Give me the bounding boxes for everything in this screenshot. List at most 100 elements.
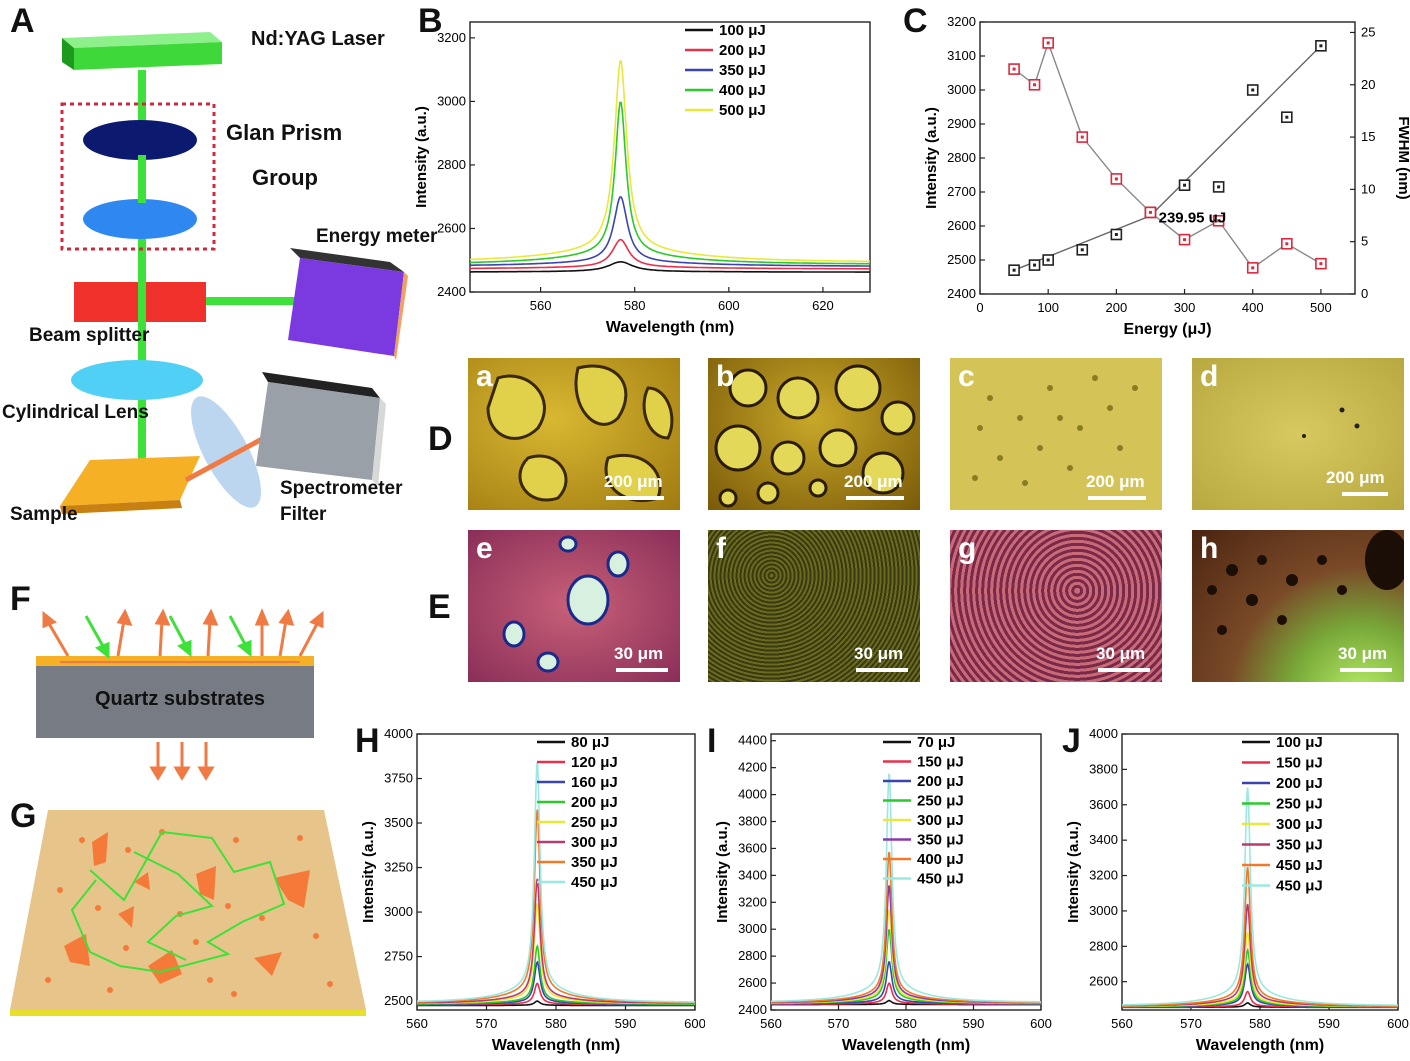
x-tick-label: 560 [1111,1016,1133,1031]
legend-label: 200 μJ [571,794,618,811]
scale-bar-label: 200 μm [844,472,903,491]
x-tick-label: 620 [812,298,834,313]
scale-bar [1098,668,1150,672]
y-tick-label: 2600 [1089,974,1118,989]
legend-label: 80 μJ [571,734,609,751]
scale-bar [1342,492,1388,496]
y-tick-label: 2700 [947,184,976,199]
micrograph-a: a 200 μm [468,358,680,510]
laser-head [62,32,222,70]
spectrum-line [417,761,695,1003]
intensity-point-dot [1319,44,1323,48]
scale-bar [1340,668,1392,672]
fwhm-point-dot [1285,242,1289,246]
scale-bar-label: 30 μm [1338,644,1388,663]
spectrum-line [417,809,695,1004]
scale-bar-label: 200 μm [1326,468,1385,487]
prism-label-2: Group [252,165,318,190]
legend-label: 100 μJ [719,22,766,39]
x-tick-label: 200 [1106,300,1128,315]
x-tick-label: 300 [1174,300,1196,315]
glan-prism-2 [83,199,197,239]
x-tick-label: 580 [624,298,646,313]
legend-label: 120 μJ [571,754,618,771]
y-tick-label: 3800 [738,814,767,829]
y-axis-label: Intensity (a.u.) [1065,821,1082,923]
scale-bar-label: 200 μm [604,472,663,491]
x-axis-label: Wavelength (nm) [842,1037,970,1054]
fwhm-point-dot [1046,41,1050,45]
legend-label: 350 μJ [917,832,964,849]
x-axis-label: Wavelength (nm) [1196,1037,1324,1054]
y-tick-label: 3200 [1089,868,1118,883]
beam-splitter-label: Beam splitter [29,325,150,346]
spectrum-line [417,878,695,1004]
y2-tick-label: 0 [1361,286,1368,301]
legend-label: 350 μJ [571,854,618,871]
legend-label: 300 μJ [917,812,964,829]
x-tick-label: 560 [530,298,552,313]
y2-tick-label: 25 [1361,24,1375,39]
y-tick-label: 4000 [1089,726,1118,741]
chart-b: 560 580 600 620 2400 2600 2800 3000 3200 Waveleng… [413,21,871,336]
x-tick-label: 580 [1249,1016,1271,1031]
panel-label-f: F [10,580,31,618]
x-tick-label: 570 [1180,1016,1202,1031]
legend-label: 450 μJ [1276,878,1323,895]
spectrum-line [470,261,870,273]
energy-meter-device [288,248,408,360]
pump-arrows [84,615,252,660]
spectrum-line [470,101,871,265]
scale-bar [1088,496,1146,500]
spectrum-line [470,196,870,267]
legend-label: 250 μJ [1276,796,1323,813]
legend-label: 350 μJ [1276,837,1323,854]
panel-label-c: C [903,2,928,40]
y2-tick-label: 10 [1361,181,1375,196]
micrograph-e: e 30 μm [468,530,680,682]
x-tick-label: 560 [760,1016,782,1031]
fwhm-point-dot [1033,83,1037,87]
micrograph-letter: g [958,532,977,565]
legend-label: 200 μJ [1276,775,1323,792]
legend-label: 450 μJ [571,874,618,891]
fwhm-point-dot [1080,135,1084,139]
y-tick-label: 2800 [738,948,767,963]
emission-arrows [42,608,324,663]
energy-meter-label: Energy meter [316,226,438,247]
legend-label: 400 μJ [719,82,766,99]
spectrum-line [771,773,1041,1003]
y-tick-label: 3200 [437,30,466,45]
spectrum-line [1122,787,1398,1006]
y-tick-label: 2400 [437,284,466,299]
x-tick-label: 560 [406,1016,428,1031]
y2-axis-label: FWHM (nm) [1395,116,1410,199]
panel-label-i: I [707,722,717,760]
y-tick-label: 3000 [947,82,976,97]
film-slab [10,810,366,1016]
down-arrows [149,742,215,781]
y2-tick-label: 20 [1361,77,1375,92]
laser-beam [138,70,146,470]
y-tick-label: 2500 [947,252,976,267]
micrograph-letter: h [1200,532,1219,565]
legend-label: 450 μJ [1276,857,1323,874]
plot-frame [979,21,1356,295]
micrograph-letter: b [716,360,735,393]
legend-label: 400 μJ [917,851,964,868]
x-tick-label: 590 [615,1016,637,1031]
fwhm-line [1013,40,1322,269]
fwhm-point-dot [1183,238,1187,242]
x-tick-label: 500 [1310,300,1332,315]
quartz-substrate [36,666,314,738]
y-tick-label: 2500 [384,993,413,1008]
y-tick-label: 4000 [738,787,767,802]
panel-label-h: H [355,722,380,760]
setup-diagram [60,32,408,514]
scale-bar-label: 200 μm [1086,472,1145,491]
scale-bar-label: 30 μm [1096,644,1146,663]
y-axis-label: Intensity (a.u.) [923,107,940,209]
legend-label: 250 μJ [571,814,618,831]
scale-bar [846,496,904,500]
panel-label-a: A [10,2,35,40]
